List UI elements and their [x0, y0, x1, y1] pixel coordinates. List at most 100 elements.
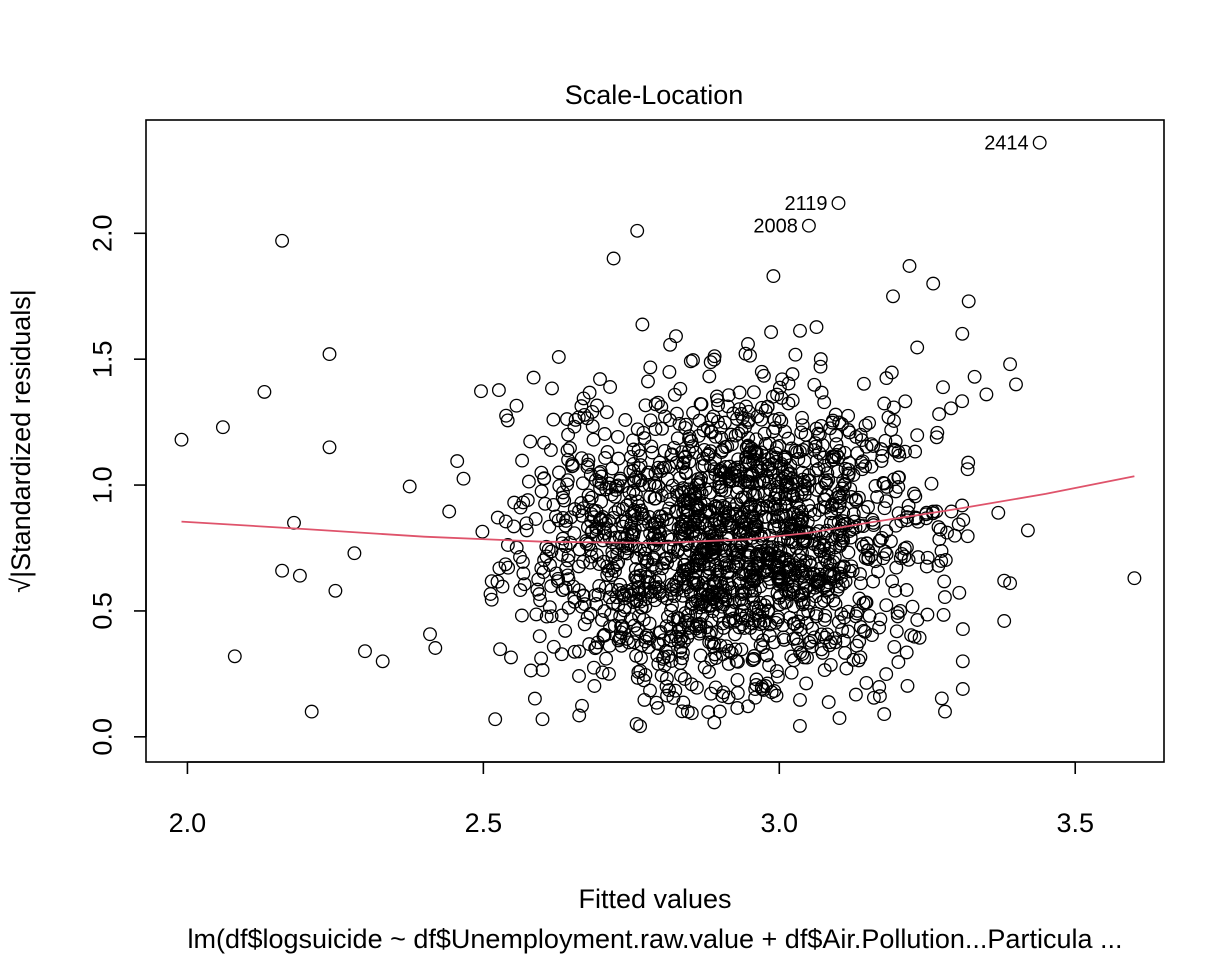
data-point: [872, 689, 887, 704]
data-point: [589, 520, 604, 535]
data-point: [654, 509, 669, 524]
data-point: [604, 487, 619, 502]
data-point: [643, 489, 658, 504]
data-point: [726, 473, 740, 488]
data-point: [721, 656, 736, 671]
y-tick-label: 0.5: [87, 592, 117, 630]
data-point: [610, 429, 625, 444]
data-point: [910, 340, 925, 355]
data-point: [930, 425, 945, 440]
data-point: [693, 474, 708, 489]
data-point: [568, 412, 583, 427]
data-point: [648, 580, 663, 595]
data-point: [888, 434, 903, 449]
data-point: [609, 590, 624, 605]
data-point: [722, 508, 737, 523]
data-point: [932, 407, 947, 422]
data-point: [794, 511, 809, 525]
data-point: [723, 518, 738, 533]
data-point: [749, 626, 764, 641]
labeled-point: [1032, 135, 1047, 150]
data-point: [586, 660, 601, 675]
data-point: [897, 549, 912, 564]
data-point: [730, 686, 745, 700]
outlier-point: [292, 568, 307, 583]
data-point: [910, 428, 925, 443]
data-point: [795, 410, 809, 425]
data-point: [752, 608, 767, 623]
data-point: [864, 459, 879, 474]
data-point: [789, 631, 804, 646]
data-point: [663, 492, 678, 507]
data-point: [891, 506, 906, 521]
data-point: [561, 548, 576, 563]
data-point: [442, 504, 457, 519]
data-point: [885, 574, 900, 589]
data-point: [651, 395, 665, 410]
data-point: [743, 570, 758, 584]
data-point: [670, 611, 685, 626]
data-point: [592, 579, 607, 593]
outlier-point: [304, 704, 319, 719]
data-point: [539, 539, 554, 554]
data-point: [648, 491, 663, 506]
data-point: [770, 612, 785, 627]
data-point: [730, 411, 744, 426]
data-point: [888, 583, 903, 598]
data-point: [844, 490, 859, 504]
data-point: [797, 650, 812, 665]
y-tick-label: 0.0: [87, 718, 117, 756]
data-point: [708, 594, 723, 609]
data-point: [951, 517, 966, 532]
data-point: [813, 359, 828, 374]
data-point: [784, 665, 799, 680]
data-point: [795, 465, 810, 480]
data-point: [817, 663, 832, 678]
data-point: [674, 668, 688, 683]
data-point: [637, 431, 652, 446]
data-point: [596, 629, 611, 643]
data-point: [691, 472, 706, 487]
data-point: [856, 596, 871, 611]
data-point: [613, 630, 628, 645]
data-point: [523, 434, 538, 449]
data-point: [680, 537, 695, 551]
data-point: [899, 645, 914, 660]
data-point: [534, 651, 549, 666]
data-point: [584, 525, 599, 540]
data-point: [878, 433, 893, 448]
data-point: [546, 639, 561, 654]
data-point: [821, 582, 836, 597]
data-point: [828, 596, 843, 611]
data-point: [535, 663, 550, 678]
data-point: [580, 610, 595, 625]
data-point: [660, 688, 675, 703]
data-point: [716, 620, 731, 635]
data-point: [960, 462, 975, 477]
data-point: [793, 622, 808, 637]
data-point: [710, 414, 725, 429]
data-point: [838, 461, 853, 476]
data-point: [654, 668, 669, 683]
outlier-point: [1020, 523, 1035, 538]
data-point: [873, 533, 888, 548]
data-point: [678, 615, 693, 630]
data-point: [846, 652, 861, 667]
outlier-point: [979, 387, 994, 402]
data-point: [532, 629, 547, 644]
data-point: [705, 541, 720, 556]
outlier-point: [955, 682, 970, 696]
data-point: [670, 431, 685, 446]
outlier-point: [766, 269, 781, 284]
points-layer: [347, 289, 976, 734]
data-point: [576, 589, 591, 603]
data-point: [838, 645, 852, 660]
data-point: [800, 481, 815, 496]
data-point: [866, 518, 881, 533]
data-point: [821, 695, 836, 710]
data-point: [757, 486, 772, 501]
data-point: [628, 570, 643, 585]
data-point: [639, 628, 654, 643]
data-point: [652, 584, 667, 599]
y-tick-label: 1.0: [87, 466, 117, 504]
